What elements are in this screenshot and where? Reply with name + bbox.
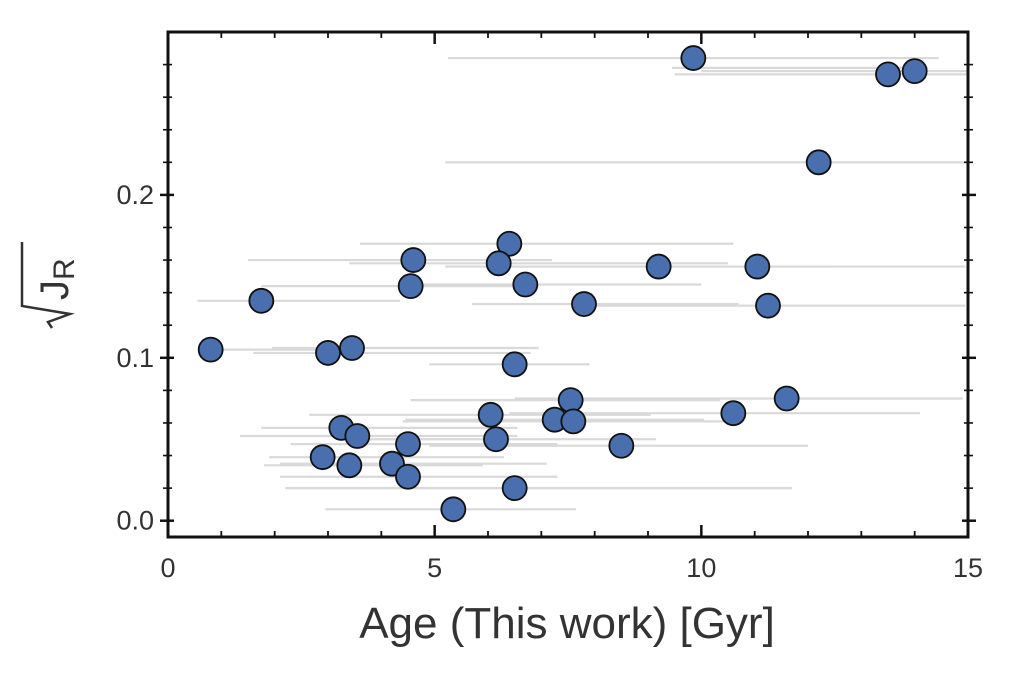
tick-labels-layer: 0 5 10 15 0.0 0.1 0.2 bbox=[116, 180, 983, 583]
data-point-10 bbox=[397, 273, 424, 300]
data-point-20 bbox=[773, 385, 800, 412]
y-tick-label-0: 0.0 bbox=[116, 506, 154, 536]
y-tick-label-1: 0.1 bbox=[116, 343, 154, 373]
y-axis-title-sub: R bbox=[48, 258, 81, 280]
data-point-34 bbox=[501, 475, 528, 502]
svg-text:JR: JR bbox=[33, 258, 81, 300]
data-point-15 bbox=[197, 336, 224, 363]
x-axis-title: Age (This work) [Gyr] bbox=[359, 599, 775, 648]
data-point-7 bbox=[485, 250, 512, 277]
ticks-layer bbox=[160, 32, 976, 537]
sqrt-radical-icon bbox=[20, 242, 75, 329]
x-tick-label-3: 15 bbox=[953, 553, 983, 583]
data-point-13 bbox=[571, 291, 597, 317]
data-point-2 bbox=[875, 61, 901, 88]
data-point-27 bbox=[483, 426, 509, 453]
data-point-0 bbox=[680, 45, 707, 71]
y-axis-title-main: J bbox=[33, 280, 77, 300]
data-point-9 bbox=[744, 253, 771, 280]
data-point-19 bbox=[557, 387, 584, 414]
y-axis-title: JR bbox=[20, 242, 81, 329]
data-point-21 bbox=[720, 400, 747, 427]
data-point-3 bbox=[901, 58, 928, 84]
data-point-16 bbox=[315, 340, 341, 366]
data-point-8 bbox=[645, 253, 672, 280]
plot-frame bbox=[166, 30, 970, 539]
data-point-33 bbox=[395, 463, 421, 490]
data-point-29 bbox=[608, 432, 635, 459]
x-tick-label-0: 0 bbox=[160, 553, 175, 583]
y-tick-label-2: 0.2 bbox=[116, 180, 154, 210]
data-point-35 bbox=[440, 496, 467, 523]
x-tick-label-2: 10 bbox=[686, 553, 716, 583]
data-point-17 bbox=[339, 335, 365, 361]
data-point-28 bbox=[395, 431, 421, 458]
data-point-22 bbox=[477, 401, 504, 428]
data-point-5 bbox=[496, 230, 523, 257]
data-point-31 bbox=[336, 452, 363, 479]
data-point-24 bbox=[560, 408, 587, 435]
data-point-4 bbox=[805, 149, 832, 176]
data-point-11 bbox=[512, 271, 539, 298]
data-point-12 bbox=[248, 287, 275, 314]
errorbars-layer bbox=[197, 56, 968, 511]
x-tick-label-1: 5 bbox=[427, 553, 442, 583]
points-layer bbox=[197, 45, 928, 523]
data-point-26 bbox=[344, 423, 371, 449]
data-point-6 bbox=[400, 247, 427, 273]
data-point-30 bbox=[309, 444, 336, 471]
data-point-14 bbox=[755, 292, 781, 319]
data-point-18 bbox=[501, 351, 528, 378]
